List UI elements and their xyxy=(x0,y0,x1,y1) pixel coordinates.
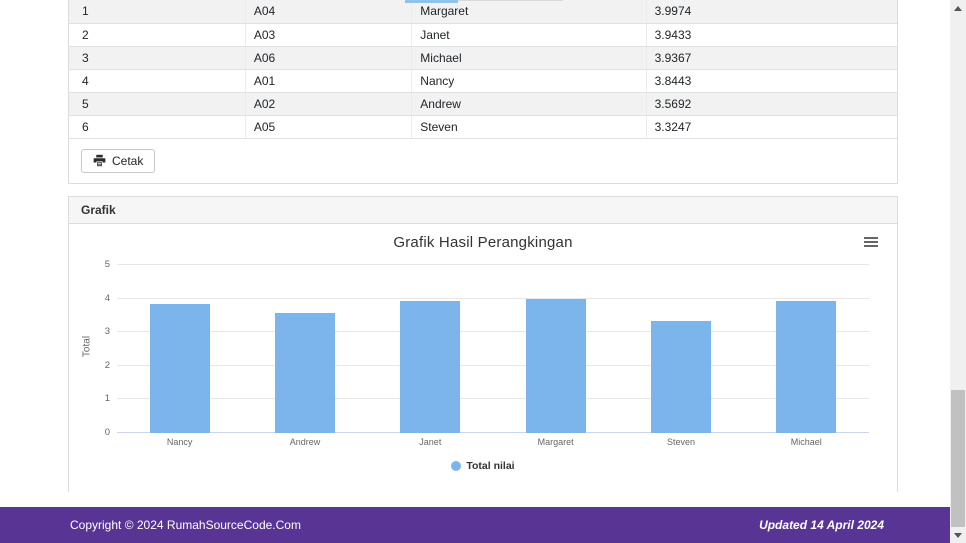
y-tick-label: 1 xyxy=(104,393,110,405)
chart-bar-margaret[interactable] xyxy=(525,298,586,433)
printer-icon xyxy=(93,154,106,167)
chart-title: Grafik Hasil Perangkingan xyxy=(393,234,573,251)
cell-code: A02 xyxy=(245,92,413,116)
cell-rank: 6 xyxy=(69,115,246,139)
category-cell xyxy=(618,265,743,433)
footer-copyright: Copyright © 2024 RumahSourceCode.Com xyxy=(70,518,301,532)
cell-name: Michael xyxy=(411,46,647,70)
chart-bar-andrew[interactable] xyxy=(274,313,335,433)
chart-bar-michael[interactable] xyxy=(776,300,837,433)
cell-total: 3.9974 xyxy=(646,0,897,24)
cell-total: 3.3247 xyxy=(646,115,897,139)
table-row: 1 A04 Margaret 3.9974 xyxy=(69,0,897,24)
x-axis-labels: Nancy Andrew Janet Margaret Steven Michael xyxy=(117,437,869,449)
grafik-card: Grafik Grafik Hasil Perangkingan Total 0… xyxy=(68,196,898,492)
cell-code: A01 xyxy=(245,69,413,93)
table-row: 4 A01 Nancy 3.8443 xyxy=(69,69,897,93)
print-button-label: Cetak xyxy=(112,153,144,168)
gridline xyxy=(117,432,869,433)
cell-total: 3.9367 xyxy=(646,46,897,70)
cell-total: 3.9433 xyxy=(646,23,897,47)
scroll-down-icon[interactable] xyxy=(950,527,966,543)
cutoff-element-underline xyxy=(405,0,563,1)
table-row: 3 A06 Michael 3.9367 xyxy=(69,46,897,70)
grafik-panel-header: Grafik xyxy=(69,197,897,224)
gridline xyxy=(117,398,869,400)
cell-rank: 4 xyxy=(69,69,246,93)
y-tick-label: 0 xyxy=(104,427,110,438)
table-row: 6 A05 Steven 3.3247 xyxy=(69,115,897,139)
cell-rank: 1 xyxy=(69,0,246,24)
cell-rank: 2 xyxy=(69,23,246,47)
x-tick-label: Andrew xyxy=(289,437,321,447)
cell-code: A06 xyxy=(245,46,413,70)
chart-bar-steven[interactable] xyxy=(650,321,711,433)
table-row: 5 A02 Andrew 3.5692 xyxy=(69,92,897,116)
legend-item[interactable]: Total nilai xyxy=(69,460,897,472)
y-tick-label: 5 xyxy=(104,259,110,270)
chart-bar-janet[interactable] xyxy=(400,300,461,433)
y-tick-label: 3 xyxy=(104,326,110,338)
category-cell xyxy=(117,265,242,433)
gridline xyxy=(117,364,869,366)
gridline xyxy=(117,331,869,333)
x-tick-label: Nancy xyxy=(166,437,193,447)
cell-name: Janet xyxy=(411,23,647,47)
cell-code: A03 xyxy=(245,23,413,47)
y-tick-label: 2 xyxy=(104,359,110,371)
ranking-card: 1 A04 Margaret 3.9974 2 A03 Janet 3.9433 3 A06 Mic… xyxy=(68,0,898,184)
gridline xyxy=(117,297,869,299)
y-tick-label: 4 xyxy=(104,292,110,304)
ranking-table-body: 1 A04 Margaret 3.9974 2 A03 Janet 3.9433 3 A06 Mic… xyxy=(69,0,897,139)
table-card-footer: Cetak xyxy=(69,139,897,183)
category-cell xyxy=(744,265,869,433)
cell-total: 3.8443 xyxy=(646,69,897,93)
cell-name: Steven xyxy=(411,115,647,139)
x-tick-label: Steven xyxy=(666,437,695,447)
legend-marker-icon xyxy=(451,461,462,471)
gridline xyxy=(117,264,869,265)
category-cell xyxy=(493,265,618,433)
print-button[interactable]: Cetak xyxy=(81,148,156,173)
footer: Copyright © 2024 RumahSourceCode.Com Upd… xyxy=(0,507,966,543)
table-row: 2 A03 Janet 3.9433 xyxy=(69,23,897,47)
cell-name: Andrew xyxy=(411,92,647,116)
cell-code: A05 xyxy=(245,115,413,139)
category-cell xyxy=(242,265,367,433)
legend-label: Total nilai xyxy=(466,460,515,472)
cutoff-element-underline-accent xyxy=(405,0,458,3)
footer-updated: Updated 14 April 2024 xyxy=(759,518,884,532)
scrollbar-thumb[interactable] xyxy=(951,390,965,527)
plot-area: 0 1 2 3 4 5 xyxy=(105,259,869,438)
chart-bar-nancy[interactable] xyxy=(149,303,210,433)
category-cell xyxy=(368,265,493,433)
cell-total: 3.5692 xyxy=(646,92,897,116)
grafik-panel-title: Grafik xyxy=(81,203,116,217)
cell-code: A04 xyxy=(245,0,413,24)
scroll-up-icon[interactable] xyxy=(950,0,966,16)
x-tick-label: Margaret xyxy=(537,437,574,447)
vertical-scrollbar[interactable] xyxy=(950,0,966,543)
chart-menu-icon[interactable] xyxy=(861,233,881,251)
x-tick-label: Janet xyxy=(419,437,442,447)
bars-series xyxy=(117,265,869,433)
x-tick-label: Michael xyxy=(790,437,822,447)
ranking-table: 1 A04 Margaret 3.9974 2 A03 Janet 3.9433 3 A06 Mic… xyxy=(69,0,897,139)
cell-name: Margaret xyxy=(411,0,647,24)
cell-name: Nancy xyxy=(411,69,647,93)
cell-rank: 5 xyxy=(69,92,246,116)
cell-rank: 3 xyxy=(69,46,246,70)
